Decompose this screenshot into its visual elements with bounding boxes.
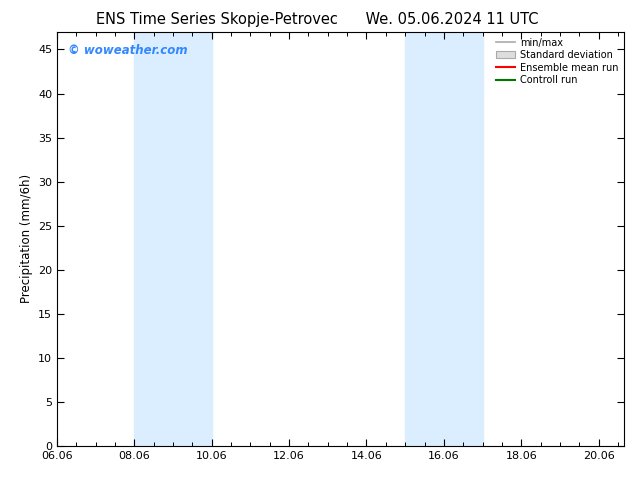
Bar bbox=[444, 32, 482, 446]
Bar bbox=[134, 32, 173, 446]
Text: ENS Time Series Skopje-Petrovec      We. 05.06.2024 11 UTC: ENS Time Series Skopje-Petrovec We. 05.0… bbox=[96, 12, 538, 27]
Bar bbox=[173, 32, 212, 446]
Legend: min/max, Standard deviation, Ensemble mean run, Controll run: min/max, Standard deviation, Ensemble me… bbox=[493, 35, 621, 88]
Text: © woweather.com: © woweather.com bbox=[68, 44, 188, 57]
Y-axis label: Precipitation (mm/6h): Precipitation (mm/6h) bbox=[20, 174, 32, 303]
Bar bbox=[405, 32, 444, 446]
